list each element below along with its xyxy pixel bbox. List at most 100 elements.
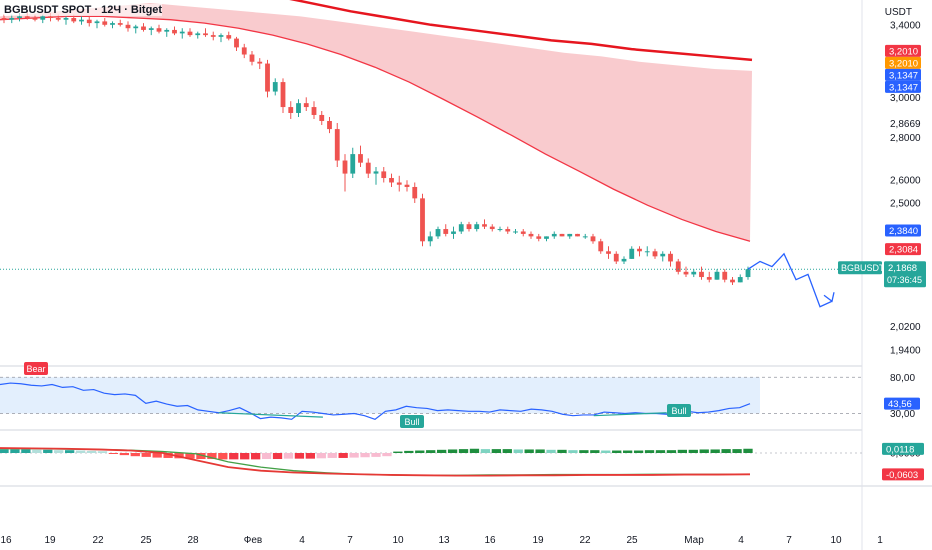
macd-histogram-bar xyxy=(655,450,666,453)
candle xyxy=(606,251,611,254)
candle xyxy=(458,224,464,232)
candle xyxy=(489,226,495,230)
symbol-tag-label: BGBUSDT xyxy=(841,263,885,273)
currency-label[interactable]: USDT xyxy=(884,7,912,18)
annotation-text: Bull xyxy=(671,406,686,416)
moving-average-line xyxy=(0,15,751,242)
macd-histogram-bar xyxy=(491,449,502,453)
macd-histogram-bar xyxy=(480,449,491,453)
bull-divergence-line xyxy=(218,412,323,418)
candle xyxy=(644,251,650,253)
projection-arrowhead xyxy=(823,292,835,303)
macd-histogram-bar xyxy=(75,450,86,453)
rsi-tick-label: 80,00 xyxy=(890,373,915,384)
macd-value-tag xyxy=(882,468,924,481)
projection-path[interactable] xyxy=(747,252,833,308)
candle xyxy=(466,224,472,230)
candle xyxy=(652,251,658,257)
macd-histogram-bar xyxy=(677,449,688,453)
time-axis-label: Мар xyxy=(684,535,704,546)
time-axis-label: 16 xyxy=(484,535,496,546)
macd-histogram-bar xyxy=(21,449,31,453)
macd-histogram-bar xyxy=(557,449,567,453)
candle xyxy=(691,271,697,275)
candle xyxy=(404,184,410,187)
price-tag-label: 3,1347 xyxy=(889,82,918,93)
rsi-value-tag xyxy=(884,397,920,410)
candle xyxy=(203,33,208,36)
macd-histogram-bar xyxy=(436,449,447,453)
bull-label[interactable]: Bull xyxy=(667,404,691,417)
macd-histogram-bar xyxy=(327,453,337,458)
time-axis-label: 1 xyxy=(877,535,883,546)
macd-histogram-bar xyxy=(349,453,359,458)
macd-histogram-bar xyxy=(54,450,64,453)
time-axis-label: 19 xyxy=(44,535,56,546)
macd-histogram-bar xyxy=(612,450,622,453)
price-tag: 2,3084 xyxy=(885,243,921,256)
macd-histogram-bar xyxy=(196,453,206,460)
candle xyxy=(350,154,356,174)
bull-divergence-line xyxy=(593,412,667,417)
candle xyxy=(389,178,394,183)
candle xyxy=(195,33,201,36)
macd-histogram-bar xyxy=(415,450,425,453)
candle xyxy=(513,231,518,233)
symbol-header[interactable]: BGBUSDT SPOT · 12Ч · Bitget xyxy=(4,4,163,16)
candle xyxy=(582,236,588,238)
macd-histogram-bar xyxy=(393,451,403,453)
rsi-line xyxy=(0,382,751,420)
price-tag: 3,2010 xyxy=(885,56,921,69)
candle xyxy=(24,16,30,19)
time-axis-label: 7 xyxy=(347,535,353,546)
macd-histogram-bar xyxy=(152,453,162,458)
candle xyxy=(1,18,7,20)
macd-histogram-bar xyxy=(64,450,75,453)
candle xyxy=(9,18,15,20)
macd-histogram-bar xyxy=(688,449,698,453)
time-axis-label: 7 xyxy=(786,535,792,546)
candle xyxy=(288,107,294,113)
rsi-value-label: 43,56 xyxy=(888,399,912,410)
macd-histogram-bar xyxy=(644,450,655,453)
bull-label[interactable]: Bull xyxy=(400,415,424,428)
price-tag: 3,1347 xyxy=(885,68,921,81)
price-tag-label: 2,3840 xyxy=(889,226,918,237)
price-tag: 2,3840 xyxy=(885,224,921,237)
candle xyxy=(48,16,53,19)
macd-histogram-bar xyxy=(240,453,250,460)
macd-histogram-bar xyxy=(633,450,644,453)
candle xyxy=(699,271,704,278)
candle xyxy=(218,35,224,37)
last-price-label: 2,1868 xyxy=(888,263,917,274)
macd-histogram-bar xyxy=(426,450,436,453)
annotation-text: Bull xyxy=(404,417,419,427)
candle xyxy=(683,271,689,275)
candle xyxy=(32,18,38,20)
price-tag: 3,2010 xyxy=(885,44,921,57)
candle xyxy=(249,54,255,62)
time-axis-label: 19 xyxy=(532,535,544,546)
candle xyxy=(311,107,317,115)
macd-histogram-bar xyxy=(32,449,42,453)
candle xyxy=(102,21,108,25)
candle xyxy=(420,198,425,242)
macd-histogram-bar xyxy=(229,453,239,460)
candle xyxy=(164,29,170,32)
macd-value-label: 0,0118 xyxy=(886,444,914,455)
macd-histogram-bar xyxy=(546,449,556,453)
time-axis-label: 22 xyxy=(579,535,591,546)
macd-histogram-bar xyxy=(261,453,272,460)
candle xyxy=(210,35,216,37)
candle xyxy=(179,31,185,34)
macd-histogram-bar xyxy=(272,453,283,460)
macd-histogram-bar xyxy=(360,453,370,458)
macd-histogram-bar xyxy=(590,450,600,453)
macd-histogram-bar xyxy=(305,453,316,459)
macd-histogram-bar xyxy=(710,449,720,453)
candle xyxy=(148,28,154,30)
bear-label[interactable]: Bear xyxy=(24,362,48,375)
candle xyxy=(141,26,146,30)
